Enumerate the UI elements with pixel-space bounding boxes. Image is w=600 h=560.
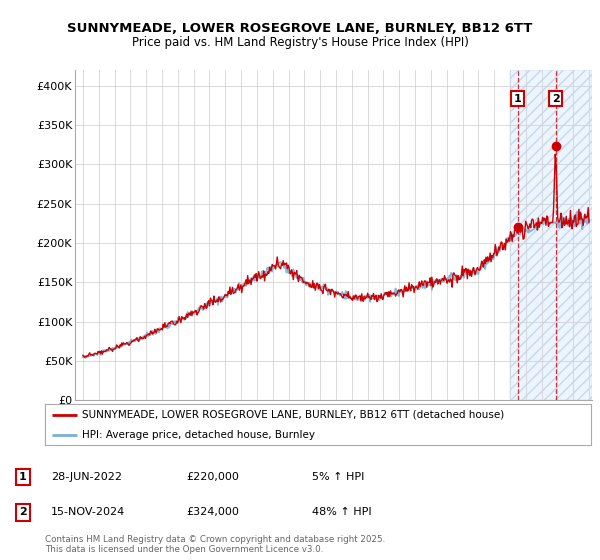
Text: 1: 1: [19, 472, 26, 482]
Bar: [510, 70, 592, 400]
Text: £220,000: £220,000: [186, 472, 239, 482]
Text: 2: 2: [551, 94, 559, 104]
Text: 5% ↑ HPI: 5% ↑ HPI: [312, 472, 364, 482]
Text: 1: 1: [514, 94, 521, 104]
Text: Price paid vs. HM Land Registry's House Price Index (HPI): Price paid vs. HM Land Registry's House …: [131, 36, 469, 49]
Text: 48% ↑ HPI: 48% ↑ HPI: [312, 507, 371, 517]
Text: SUNNYMEADE, LOWER ROSEGROVE LANE, BURNLEY, BB12 6TT (detached house): SUNNYMEADE, LOWER ROSEGROVE LANE, BURNLE…: [82, 409, 505, 419]
Text: Contains HM Land Registry data © Crown copyright and database right 2025.
This d: Contains HM Land Registry data © Crown c…: [45, 535, 385, 554]
Text: £324,000: £324,000: [186, 507, 239, 517]
Text: 15-NOV-2024: 15-NOV-2024: [51, 507, 125, 517]
Text: 2: 2: [19, 507, 26, 517]
Text: HPI: Average price, detached house, Burnley: HPI: Average price, detached house, Burn…: [82, 430, 315, 440]
Text: 28-JUN-2022: 28-JUN-2022: [51, 472, 122, 482]
Bar: [510, 70, 592, 400]
Text: SUNNYMEADE, LOWER ROSEGROVE LANE, BURNLEY, BB12 6TT: SUNNYMEADE, LOWER ROSEGROVE LANE, BURNLE…: [67, 22, 533, 35]
